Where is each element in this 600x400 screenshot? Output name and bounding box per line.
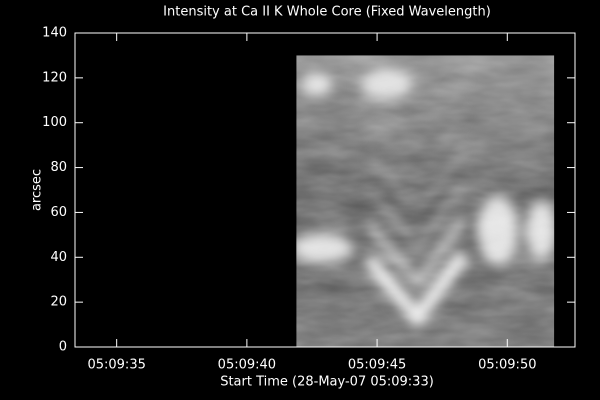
image-noise <box>296 55 555 348</box>
y-axis-title: arcsec <box>30 169 45 211</box>
y-tick-label: 20 <box>50 295 67 310</box>
x-axis-title: Start Time (28-May-07 05:09:33) <box>220 375 434 390</box>
x-tick-label: 05:09:40 <box>218 358 276 373</box>
y-tick-label: 120 <box>42 70 67 85</box>
plot-frame <box>74 32 576 348</box>
y-tick-label: 140 <box>42 26 67 41</box>
image-layer <box>296 55 555 348</box>
x-tick-label: 05:09:45 <box>348 358 406 373</box>
x-tick-label: 05:09:50 <box>478 358 536 373</box>
y-tick-label: 80 <box>50 160 67 175</box>
y-tick-label: 100 <box>42 115 67 130</box>
y-tick-label: 40 <box>50 250 67 265</box>
chart-title: Intensity at Ca II K Whole Core (Fixed W… <box>163 5 491 20</box>
y-tick-label: 0 <box>59 340 67 355</box>
y-tick-label: 60 <box>50 205 67 220</box>
x-tick-label: 05:09:35 <box>87 358 145 373</box>
